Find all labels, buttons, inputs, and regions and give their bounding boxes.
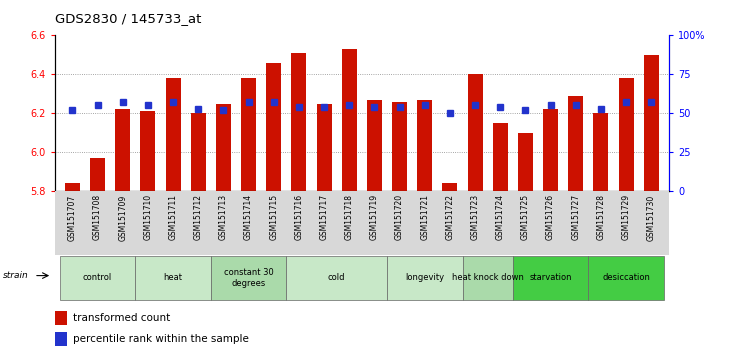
Bar — [60, 256, 135, 300]
Text: heat knock down: heat knock down — [452, 273, 523, 282]
Text: GSM151726: GSM151726 — [546, 194, 555, 240]
Text: constant 30
degrees: constant 30 degrees — [224, 268, 273, 287]
Text: control: control — [83, 273, 113, 282]
Bar — [468, 74, 482, 191]
Bar — [65, 183, 80, 191]
Text: GSM151707: GSM151707 — [68, 194, 77, 241]
Text: GSM151720: GSM151720 — [395, 194, 404, 240]
Text: heat: heat — [164, 273, 183, 282]
Text: GSM151723: GSM151723 — [471, 194, 480, 240]
Bar — [392, 102, 407, 191]
Text: starvation: starvation — [529, 273, 572, 282]
Bar — [317, 103, 332, 191]
Text: GSM151722: GSM151722 — [445, 194, 455, 240]
Bar — [417, 100, 432, 191]
Bar — [55, 332, 67, 346]
Bar — [594, 113, 608, 191]
Bar — [191, 113, 206, 191]
Text: GSM151727: GSM151727 — [571, 194, 580, 240]
Bar — [387, 256, 463, 300]
Bar — [367, 100, 382, 191]
Bar — [543, 109, 558, 191]
Text: transformed count: transformed count — [73, 313, 170, 323]
Text: GSM151718: GSM151718 — [345, 194, 354, 240]
Bar — [442, 183, 458, 191]
Text: GDS2830 / 145733_at: GDS2830 / 145733_at — [55, 12, 201, 25]
Bar — [341, 49, 357, 191]
Bar — [463, 256, 513, 300]
Text: strain: strain — [3, 271, 29, 280]
Text: GSM151730: GSM151730 — [647, 194, 656, 241]
Bar — [644, 55, 659, 191]
Bar — [55, 312, 67, 325]
Bar — [287, 256, 387, 300]
Bar — [90, 158, 105, 191]
Text: GSM151715: GSM151715 — [269, 194, 279, 240]
Text: GSM151721: GSM151721 — [420, 194, 429, 240]
Text: desiccation: desiccation — [602, 273, 650, 282]
Text: percentile rank within the sample: percentile rank within the sample — [73, 334, 249, 344]
Text: GSM151729: GSM151729 — [621, 194, 631, 240]
Bar — [292, 53, 306, 191]
Text: cold: cold — [328, 273, 346, 282]
Bar — [568, 96, 583, 191]
Bar — [241, 78, 256, 191]
Bar — [135, 256, 211, 300]
Bar — [216, 103, 231, 191]
Text: GSM151711: GSM151711 — [169, 194, 178, 240]
Bar — [266, 63, 281, 191]
Text: GSM151725: GSM151725 — [521, 194, 530, 240]
Bar — [513, 256, 588, 300]
Text: GSM151719: GSM151719 — [370, 194, 379, 240]
Text: GSM151714: GSM151714 — [244, 194, 253, 240]
Bar — [588, 256, 664, 300]
Bar — [618, 78, 634, 191]
Text: GSM151713: GSM151713 — [219, 194, 228, 240]
Text: GSM151710: GSM151710 — [143, 194, 153, 240]
Text: GSM151716: GSM151716 — [295, 194, 303, 240]
Text: GSM151724: GSM151724 — [496, 194, 505, 240]
Bar — [140, 111, 156, 191]
Bar — [165, 78, 181, 191]
Text: GSM151712: GSM151712 — [194, 194, 202, 240]
Text: longevity: longevity — [405, 273, 444, 282]
Bar — [493, 123, 508, 191]
Bar — [518, 133, 533, 191]
Bar — [115, 109, 130, 191]
Text: GSM151728: GSM151728 — [596, 194, 605, 240]
Text: GSM151717: GSM151717 — [319, 194, 329, 240]
Text: GSM151709: GSM151709 — [118, 194, 127, 241]
Text: GSM151708: GSM151708 — [93, 194, 102, 240]
Bar — [211, 256, 287, 300]
